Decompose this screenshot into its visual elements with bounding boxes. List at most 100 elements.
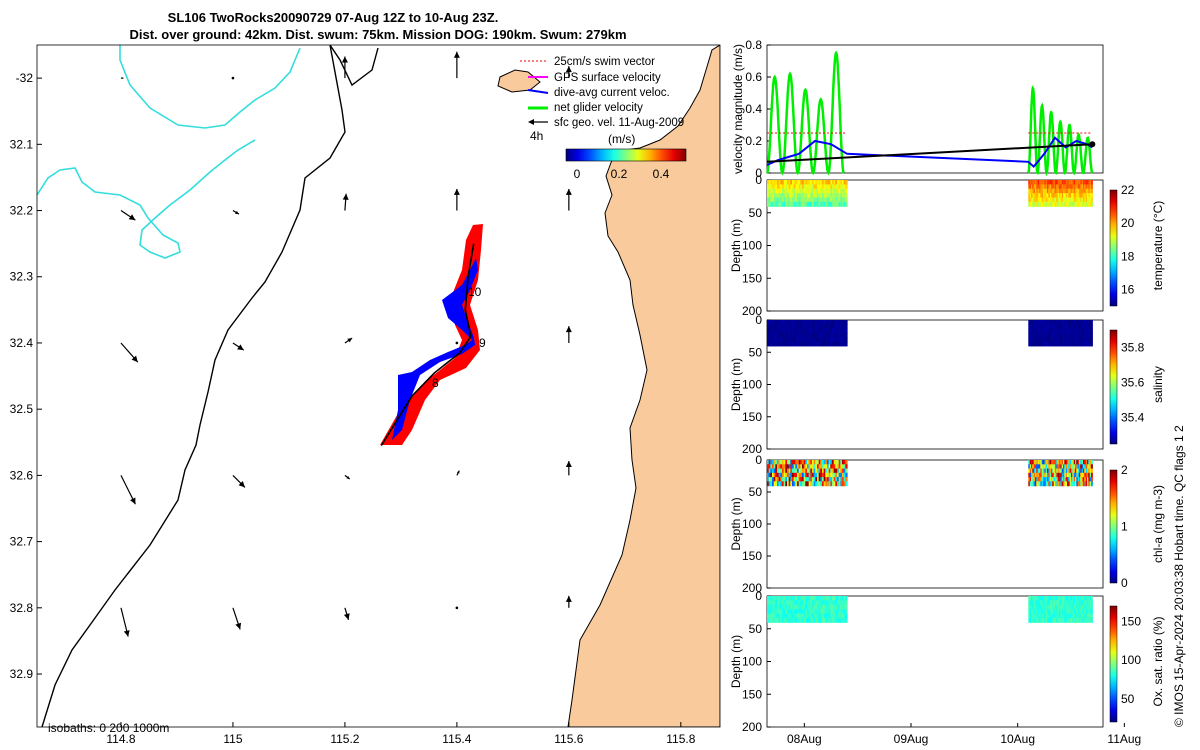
profile-cell <box>1043 464 1045 470</box>
profile-cell <box>798 188 801 194</box>
profile-cell <box>1071 460 1073 465</box>
profile-cell <box>1052 472 1055 478</box>
profile-cell <box>1041 468 1044 474</box>
profile-cell <box>780 477 783 482</box>
profile-cell <box>808 481 811 487</box>
profile-cell <box>1076 193 1079 199</box>
profile-cell <box>1065 180 1068 185</box>
profile-cell <box>788 477 791 482</box>
profile-cell <box>818 180 821 185</box>
profile-cell <box>820 188 823 194</box>
profile-cell <box>780 596 783 601</box>
profile-cell <box>845 604 848 610</box>
profile-cell <box>1083 197 1085 203</box>
geo-velocity-arrow <box>231 76 235 80</box>
profile-cell <box>1031 197 1033 203</box>
profile-cell <box>1068 472 1071 478</box>
profile-cell <box>1033 328 1036 334</box>
profile-cell <box>810 337 813 343</box>
profile-cell <box>808 193 811 199</box>
profile-cell <box>820 341 823 347</box>
profile-cell <box>1089 604 1092 610</box>
geo-velocity-arrow <box>120 210 136 221</box>
profile-cell <box>1063 201 1065 207</box>
profile-cell <box>1043 201 1045 207</box>
profile-cell <box>1035 180 1037 185</box>
profile-cell <box>800 464 803 470</box>
profile-cell <box>1076 464 1079 470</box>
profile-cell <box>1071 197 1073 203</box>
profile-cell <box>1065 193 1068 199</box>
profile-cell <box>1069 613 1072 619</box>
profile-cell <box>810 201 813 207</box>
profile-cell <box>1080 328 1083 334</box>
profile-cell <box>1083 324 1085 330</box>
profile-cell <box>780 617 783 623</box>
profile-cell <box>840 468 843 474</box>
profile-cell <box>1059 324 1061 330</box>
profile-cell <box>795 188 798 194</box>
profile-cell <box>772 472 775 478</box>
profile-cell <box>822 201 825 207</box>
profile-cell <box>837 337 840 343</box>
profile-cell <box>1077 460 1080 465</box>
profile-cell <box>1040 617 1043 623</box>
geo-velocity-arrow <box>120 607 130 637</box>
profile-cell <box>1061 472 1064 478</box>
profile-cell <box>788 332 791 338</box>
profile-cell <box>1072 320 1075 325</box>
profile-cell <box>800 481 803 487</box>
profile-cell <box>828 617 831 623</box>
profile-cell <box>773 460 776 465</box>
profile-cell <box>830 188 833 194</box>
profile-cell <box>817 320 820 325</box>
profile-cell <box>793 320 796 325</box>
profile-cell <box>1029 320 1032 325</box>
profile-cell <box>830 613 833 619</box>
profile-cell <box>793 472 796 478</box>
profile-cell <box>817 184 820 190</box>
profile-cell <box>822 328 825 334</box>
profile-cell <box>1057 464 1060 470</box>
profile-cell <box>820 472 823 478</box>
profile-cell <box>790 481 793 487</box>
profile-cell <box>820 184 823 190</box>
profile-cell <box>1083 341 1085 347</box>
profile-cell <box>845 328 848 334</box>
profile-cell <box>787 617 790 623</box>
profile-cell <box>1081 184 1084 190</box>
profile-cell <box>1053 193 1056 199</box>
profile-cell <box>805 472 808 478</box>
profile-cell <box>1033 180 1036 185</box>
profile-cell <box>800 472 803 478</box>
profile-cell <box>810 180 813 185</box>
profile-cell <box>1036 613 1039 619</box>
profile-cell <box>807 609 810 615</box>
profile-cell <box>1048 193 1051 199</box>
profile-cell <box>1088 613 1091 619</box>
profile-cell <box>825 188 828 194</box>
profile-cell <box>1088 320 1091 325</box>
profile-cell <box>837 464 840 470</box>
profile-cell <box>1064 328 1067 334</box>
profile-cell <box>1056 477 1059 482</box>
profile-cell <box>1064 193 1067 199</box>
geo-velocity-arrow <box>456 470 460 476</box>
profile-cell <box>1080 460 1083 465</box>
profile-cell <box>813 184 816 190</box>
profile-cell <box>1080 184 1083 190</box>
profile-cell <box>807 604 810 610</box>
profile-cell <box>788 604 791 610</box>
profile-cell <box>827 472 830 478</box>
profile-cell <box>837 472 840 478</box>
profile-cell <box>797 197 800 203</box>
profile-cell <box>1075 328 1077 334</box>
profile-cell <box>1087 184 1089 190</box>
profile-cell <box>792 596 795 601</box>
profile-cell <box>815 472 818 478</box>
profile-cell <box>833 460 836 465</box>
profile-cell <box>1089 337 1092 343</box>
profile-cell <box>1075 324 1077 330</box>
profile-cell <box>822 320 825 325</box>
profile-cell <box>767 609 770 615</box>
